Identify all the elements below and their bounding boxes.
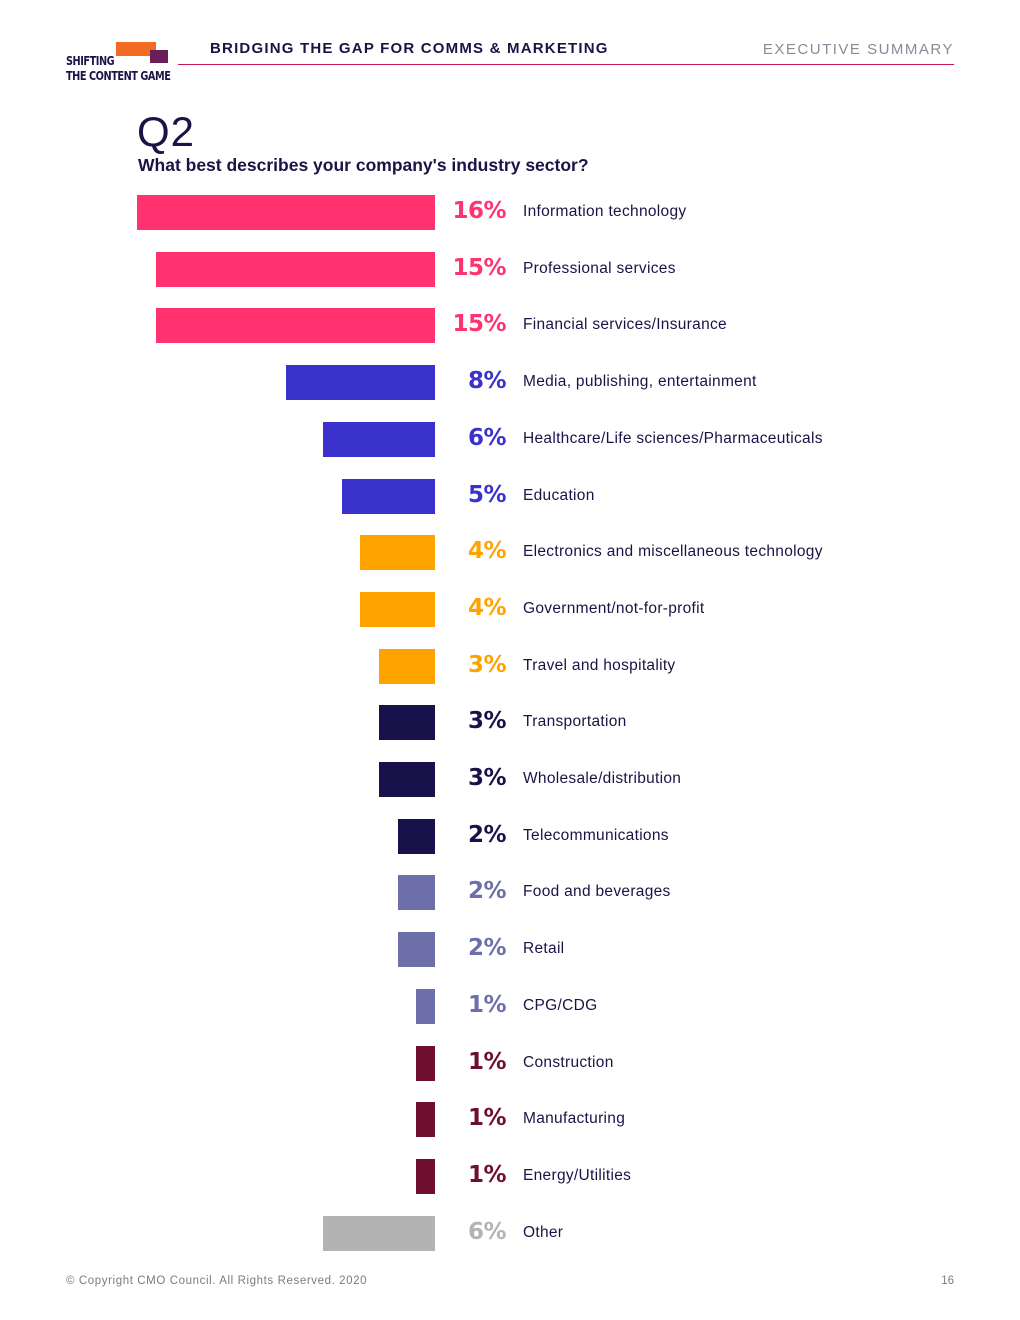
data-label: 5% [467,481,507,508]
data-label: 3% [467,708,507,735]
category-label: Retail [523,940,565,958]
header-title: BRIDGING THE GAP FOR COMMS & MARKETING [210,40,609,57]
bar [398,875,435,911]
bar [323,421,435,457]
category-label: Manufacturing [523,1110,626,1128]
data-label: 16% [452,198,506,224]
question-text: What best describes your company's indus… [138,155,589,175]
data-label: 2% [467,935,507,962]
data-label: 4% [467,538,507,565]
logo-line-2: THE CONTENT GAME [66,68,171,83]
bar [360,535,435,571]
category-label: Energy/Utilities [523,1166,632,1184]
data-label: 3% [467,765,507,791]
data-label: 2% [467,821,507,848]
category-label: Telecommunications [523,826,669,844]
data-label: 1% [467,1105,507,1132]
data-label: 1% [467,1048,507,1075]
category-label: Other [523,1223,564,1241]
data-label: 15% [452,254,506,281]
data-label: 8% [467,368,507,395]
bar [342,478,435,514]
bar [416,1158,435,1194]
category-label: CPG/CDG [523,996,598,1014]
data-label: 15% [452,311,506,338]
bar [379,762,435,797]
category-label: Wholesale/distribution [523,770,682,787]
bar [398,818,435,854]
bar [137,195,435,230]
logo: SHIFTING THE CONTENT GAME [66,42,171,86]
category-label: Professional services [523,259,676,277]
category-label: Construction [523,1053,614,1071]
bar [360,591,435,627]
data-label: 3% [467,651,507,678]
header-section: EXECUTIVE SUMMARY [762,41,954,58]
footer-copyright: © Copyright CMO Council. All Rights Rese… [66,1275,368,1287]
bar [398,932,435,968]
bar [379,648,435,684]
category-label: Travel and hospitality [523,656,676,674]
header-rule [178,64,954,65]
question-number: Q2 [137,108,196,155]
data-label: 2% [467,878,507,905]
bar [323,1215,435,1251]
category-label: Information technology [523,203,687,220]
bar [286,365,435,401]
category-label: Healthcare/Life sciences/Pharmaceuticals [523,429,823,447]
data-label: 1% [467,991,507,1018]
category-label: Government/not-for-profit [523,599,705,617]
data-label: 1% [467,1161,507,1188]
page-number: 16 [941,1275,954,1287]
logo-line-1: SHIFTING [66,53,115,68]
bar [156,251,435,287]
logo-orange-block [116,42,156,56]
bar [416,1045,435,1081]
category-label: Transportation [523,713,627,731]
data-label: 6% [467,424,507,451]
logo-purple-block [150,50,168,63]
category-label: Media, publishing, entertainment [523,373,757,391]
bar [156,308,435,344]
data-label: 6% [467,1218,507,1245]
category-label: Electronics and miscellaneous technology [523,543,823,561]
category-label: Financial services/Insurance [523,316,727,334]
data-label: 4% [467,594,507,621]
bar [379,705,435,741]
category-label: Food and beverages [523,883,671,901]
category-label: Education [523,486,595,504]
bar [416,988,435,1024]
bar [416,1102,435,1138]
